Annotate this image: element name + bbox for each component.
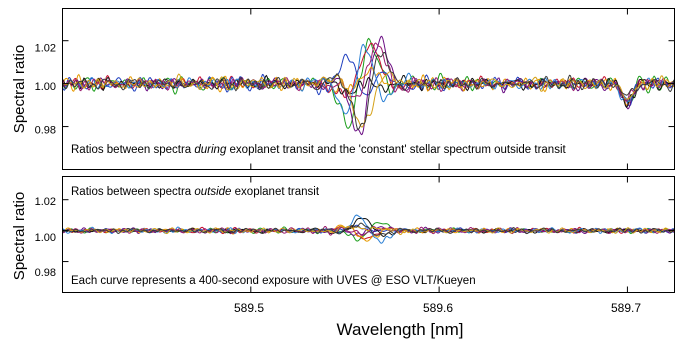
top-annotation-after: exoplanet transit and the 'constant' ste…: [226, 144, 566, 156]
bottom-ylabel: Spectral ratio: [11, 192, 28, 280]
bottom-frame: [62, 176, 675, 293]
top-curves: [62, 35, 675, 136]
bottom-ticks: [62, 176, 675, 293]
top-panel: 1.02 1.00 0.98 Spectral ratio Ratios bet…: [11, 8, 675, 170]
top-annotation: Ratios between spectra during exoplanet …: [71, 144, 566, 156]
bottom-ytick-label-1: 1.00: [35, 232, 56, 244]
bottom-ytick-label-0: 1.02: [35, 196, 56, 208]
xtick-label-2: 589.7: [611, 301, 641, 315]
top-series-line-9: [62, 51, 675, 131]
bottom-series-line-9: [62, 222, 675, 236]
top-series-line-8: [62, 71, 675, 128]
top-ticks: [62, 8, 675, 170]
bottom-series-line-6: [62, 214, 675, 244]
xlabel: Wavelength [nm]: [337, 320, 464, 339]
top-ylabel: Spectral ratio: [11, 45, 28, 133]
bottom-annotation-top: Ratios between spectra outside exoplanet…: [71, 186, 320, 198]
bottom-annotation-bottom: Each curve represents a 400-second expos…: [71, 275, 476, 287]
top-annotation-before: Ratios between spectra: [71, 144, 194, 156]
xtick-label-1: 589.6: [423, 301, 453, 315]
top-annotation-emph: during: [194, 144, 227, 156]
top-ytick-label-2: 0.98: [35, 125, 56, 137]
bottom-annotation-emph: outside: [194, 186, 231, 198]
bottom-panel: 1.02 1.00 0.98 Spectral ratio Ratios bet…: [11, 176, 675, 339]
bottom-series-line-8: [62, 225, 675, 236]
bottom-series-line-4: [62, 224, 675, 242]
top-ytick-label-0: 1.02: [35, 43, 56, 55]
top-ytick-label-1: 1.00: [35, 81, 56, 93]
top-series-line-5: [62, 74, 675, 109]
bottom-annotation-before: Ratios between spectra: [71, 186, 194, 198]
bottom-annotation-after: exoplanet transit: [231, 186, 319, 198]
xtick-label-0: 589.5: [234, 301, 264, 315]
top-series-line-6: [62, 43, 675, 115]
bottom-curves: [62, 214, 675, 244]
top-series-line-7: [62, 42, 675, 102]
top-frame: [62, 8, 675, 170]
bottom-ytick-label-2: 0.98: [35, 267, 56, 279]
